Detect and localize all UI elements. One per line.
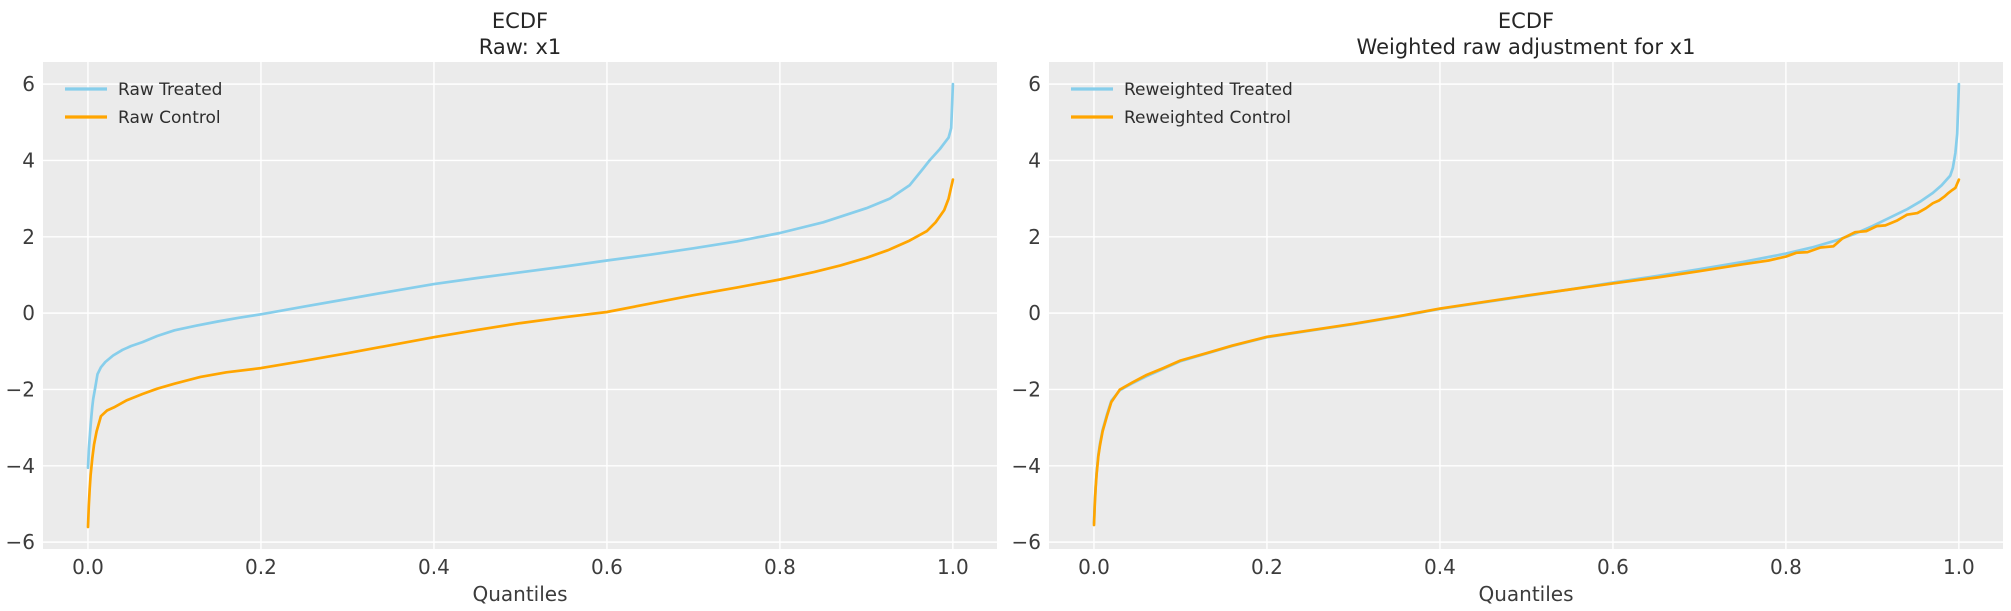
plot-background bbox=[43, 62, 997, 549]
x-tick-label: 0.6 bbox=[1597, 555, 1629, 579]
legend-label-treated: Raw Treated bbox=[118, 80, 222, 100]
x-tick-label: 0.8 bbox=[764, 555, 796, 579]
series-line bbox=[86, 178, 955, 529]
y-tick-label: 2 bbox=[1028, 225, 1041, 249]
axis-tick-labels: 0.0 0.2 0.4 0.6 0.8 1.0 −6 −4 −2 0 2 4 6 bbox=[1012, 72, 1975, 579]
y-tick-label: 4 bbox=[1028, 148, 1041, 172]
y-tick-label: −2 bbox=[1012, 377, 1041, 401]
y-tick-label: 6 bbox=[22, 72, 35, 96]
weighted-ecdf-chart: 0.0 0.2 0.4 0.6 0.8 1.0 −6 −4 −2 0 2 4 6 ECDF Weight… bbox=[1006, 0, 2011, 611]
y-tick-label: 4 bbox=[22, 148, 35, 172]
chart-subtitle: Raw: x1 bbox=[479, 35, 562, 59]
x-tick-label: 0.4 bbox=[1424, 555, 1456, 579]
legend: Reweighted Treated Reweighted Control bbox=[1071, 80, 1293, 128]
x-tick-label: 1.0 bbox=[937, 555, 969, 579]
series-line bbox=[1092, 178, 1961, 527]
y-tick-label: 6 bbox=[1028, 72, 1041, 96]
raw-ecdf-plot: 0.0 0.2 0.4 0.6 0.8 1.0 −6 −4 −2 0 2 4 6 ECDF Raw: x… bbox=[6, 9, 997, 606]
x-tick-label: 0.0 bbox=[72, 555, 104, 579]
y-tick-label: −6 bbox=[6, 530, 35, 554]
grid-lines bbox=[43, 62, 997, 549]
y-tick-label: −4 bbox=[1012, 454, 1041, 478]
x-tick-label: 0.6 bbox=[591, 555, 623, 579]
x-tick-label: 0.8 bbox=[1770, 555, 1802, 579]
x-axis-label: Quantiles bbox=[1478, 582, 1573, 606]
legend-label-control: Raw Control bbox=[118, 108, 221, 128]
x-axis-label: Quantiles bbox=[472, 582, 567, 606]
plot-background bbox=[1049, 62, 2003, 549]
y-tick-label: −6 bbox=[1012, 530, 1041, 554]
y-tick-label: 0 bbox=[1028, 301, 1041, 325]
chart-title: ECDF bbox=[1498, 9, 1554, 33]
series-lines bbox=[1092, 82, 1961, 527]
axis-tick-labels: 0.0 0.2 0.4 0.6 0.8 1.0 −6 −4 −2 0 2 4 6 bbox=[6, 72, 969, 579]
chart-subtitle: Weighted raw adjustment for x1 bbox=[1357, 35, 1696, 59]
x-tick-label: 1.0 bbox=[1943, 555, 1975, 579]
series-line bbox=[86, 82, 955, 470]
y-tick-label: −2 bbox=[6, 377, 35, 401]
y-tick-label: −4 bbox=[6, 454, 35, 478]
x-tick-label: 0.4 bbox=[418, 555, 450, 579]
series-lines bbox=[86, 82, 955, 529]
weighted-ecdf-plot: 0.0 0.2 0.4 0.6 0.8 1.0 −6 −4 −2 0 2 4 6 ECDF Weight… bbox=[1012, 9, 2003, 606]
x-tick-label: 0.2 bbox=[1251, 555, 1283, 579]
chart-title: ECDF bbox=[492, 9, 548, 33]
y-tick-label: 2 bbox=[22, 225, 35, 249]
legend-label-treated: Reweighted Treated bbox=[1124, 80, 1293, 100]
y-tick-label: 0 bbox=[22, 301, 35, 325]
legend-label-control: Reweighted Control bbox=[1124, 108, 1291, 128]
x-tick-label: 0.0 bbox=[1078, 555, 1110, 579]
legend: Raw Treated Raw Control bbox=[65, 80, 222, 128]
x-tick-label: 0.2 bbox=[245, 555, 277, 579]
raw-ecdf-chart: 0.0 0.2 0.4 0.6 0.8 1.0 −6 −4 −2 0 2 4 6 ECDF Raw: x… bbox=[0, 0, 1005, 611]
